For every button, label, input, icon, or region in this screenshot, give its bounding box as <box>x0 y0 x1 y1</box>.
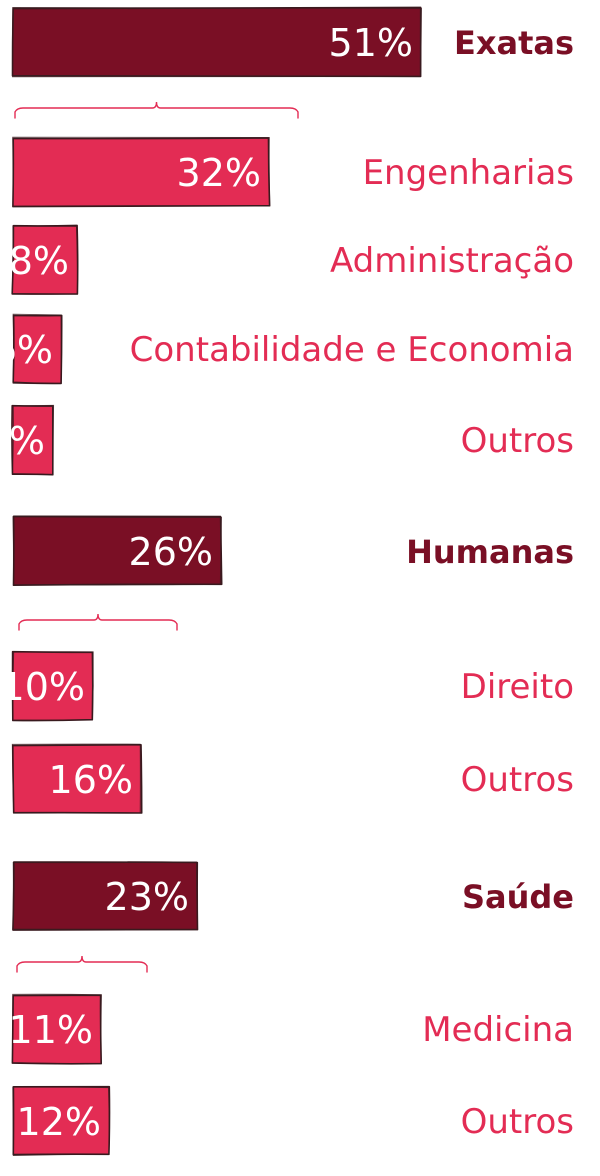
group-2-main-bar-sketch <box>12 516 222 586</box>
group-1-item-3-bar-group: 6% <box>0 313 63 385</box>
group-3-main-bar-group: 23% <box>12 861 199 932</box>
group-2-item-1-bar-sketch <box>12 651 94 721</box>
group-2-main-bar-group: 26% <box>12 515 223 586</box>
group-2-item-2-value-label: 16% <box>49 758 133 802</box>
group-3-group-bracket <box>16 955 148 973</box>
group-1-group-bracket <box>14 101 299 119</box>
group-3-main-bar-sketch <box>12 861 199 932</box>
group-1-item-1-value-label: 32% <box>177 151 261 195</box>
group-3-item-2-category-label: Outros <box>461 1102 574 1142</box>
group-3-main-value-label: 23% <box>105 875 189 919</box>
group-2-item-1-value-label: 10% <box>1 665 85 709</box>
group-2-item-1-bar-group: 10% <box>1 650 94 722</box>
group-1-main-bar-sketch <box>11 6 422 78</box>
group-3-item-1-bar-group: 11% <box>9 993 102 1065</box>
group-2-main-value-label: 26% <box>129 530 213 574</box>
group-1-item-3-value-label: 6% <box>0 328 53 372</box>
group-1-item-4-category-label: Outros <box>461 421 574 461</box>
group-2-main-category-label: Humanas <box>406 533 574 571</box>
group-1-item-4-bar-group: 5% <box>0 404 55 476</box>
group-1-item-4-value-label: 5% <box>0 419 45 463</box>
group-3-item-2-bar-group: 12% <box>12 1085 111 1156</box>
group-1-main-bar-group: 51% <box>11 6 422 78</box>
group-1-item-1-category-label: Engenharias <box>363 153 574 193</box>
group-3-item-1-value-label: 11% <box>9 1008 93 1052</box>
group-3-main-category-label: Saúde <box>462 878 574 916</box>
group-2-item-1-category-label: Direito <box>461 667 574 707</box>
group-1-item-2-bar-sketch <box>11 225 78 295</box>
group-1-item-2-value-label: 8% <box>9 239 69 283</box>
group-2-item-2-bar-group: 16% <box>11 743 143 814</box>
group-3-item-2-value-label: 12% <box>17 1100 101 1144</box>
group-1-item-1-bar-sketch <box>12 136 271 207</box>
group-2-item-2-category-label: Outros <box>461 760 574 800</box>
group-3-item-1-bar-sketch <box>11 993 102 1065</box>
group-3-item-2-bar-sketch <box>12 1086 110 1156</box>
group-1-item-3-category-label: Contabilidade e Economia <box>130 330 574 370</box>
group-3-item-1-category-label: Medicina <box>422 1010 574 1050</box>
group-2-group-bracket <box>18 613 178 631</box>
group-2-item-2-bar-sketch <box>11 743 141 814</box>
group-1-item-2-bar-group: 8% <box>9 224 79 295</box>
group-1-item-1-bar-group: 32% <box>12 136 271 208</box>
group-1-item-4-bar-sketch <box>12 404 55 476</box>
group-1-item-3-bar-sketch <box>12 313 62 385</box>
group-1-main-value-label: 51% <box>329 21 413 65</box>
group-1-item-2-category-label: Administração <box>330 241 574 281</box>
group-1-main-category-label: Exatas <box>454 24 574 62</box>
